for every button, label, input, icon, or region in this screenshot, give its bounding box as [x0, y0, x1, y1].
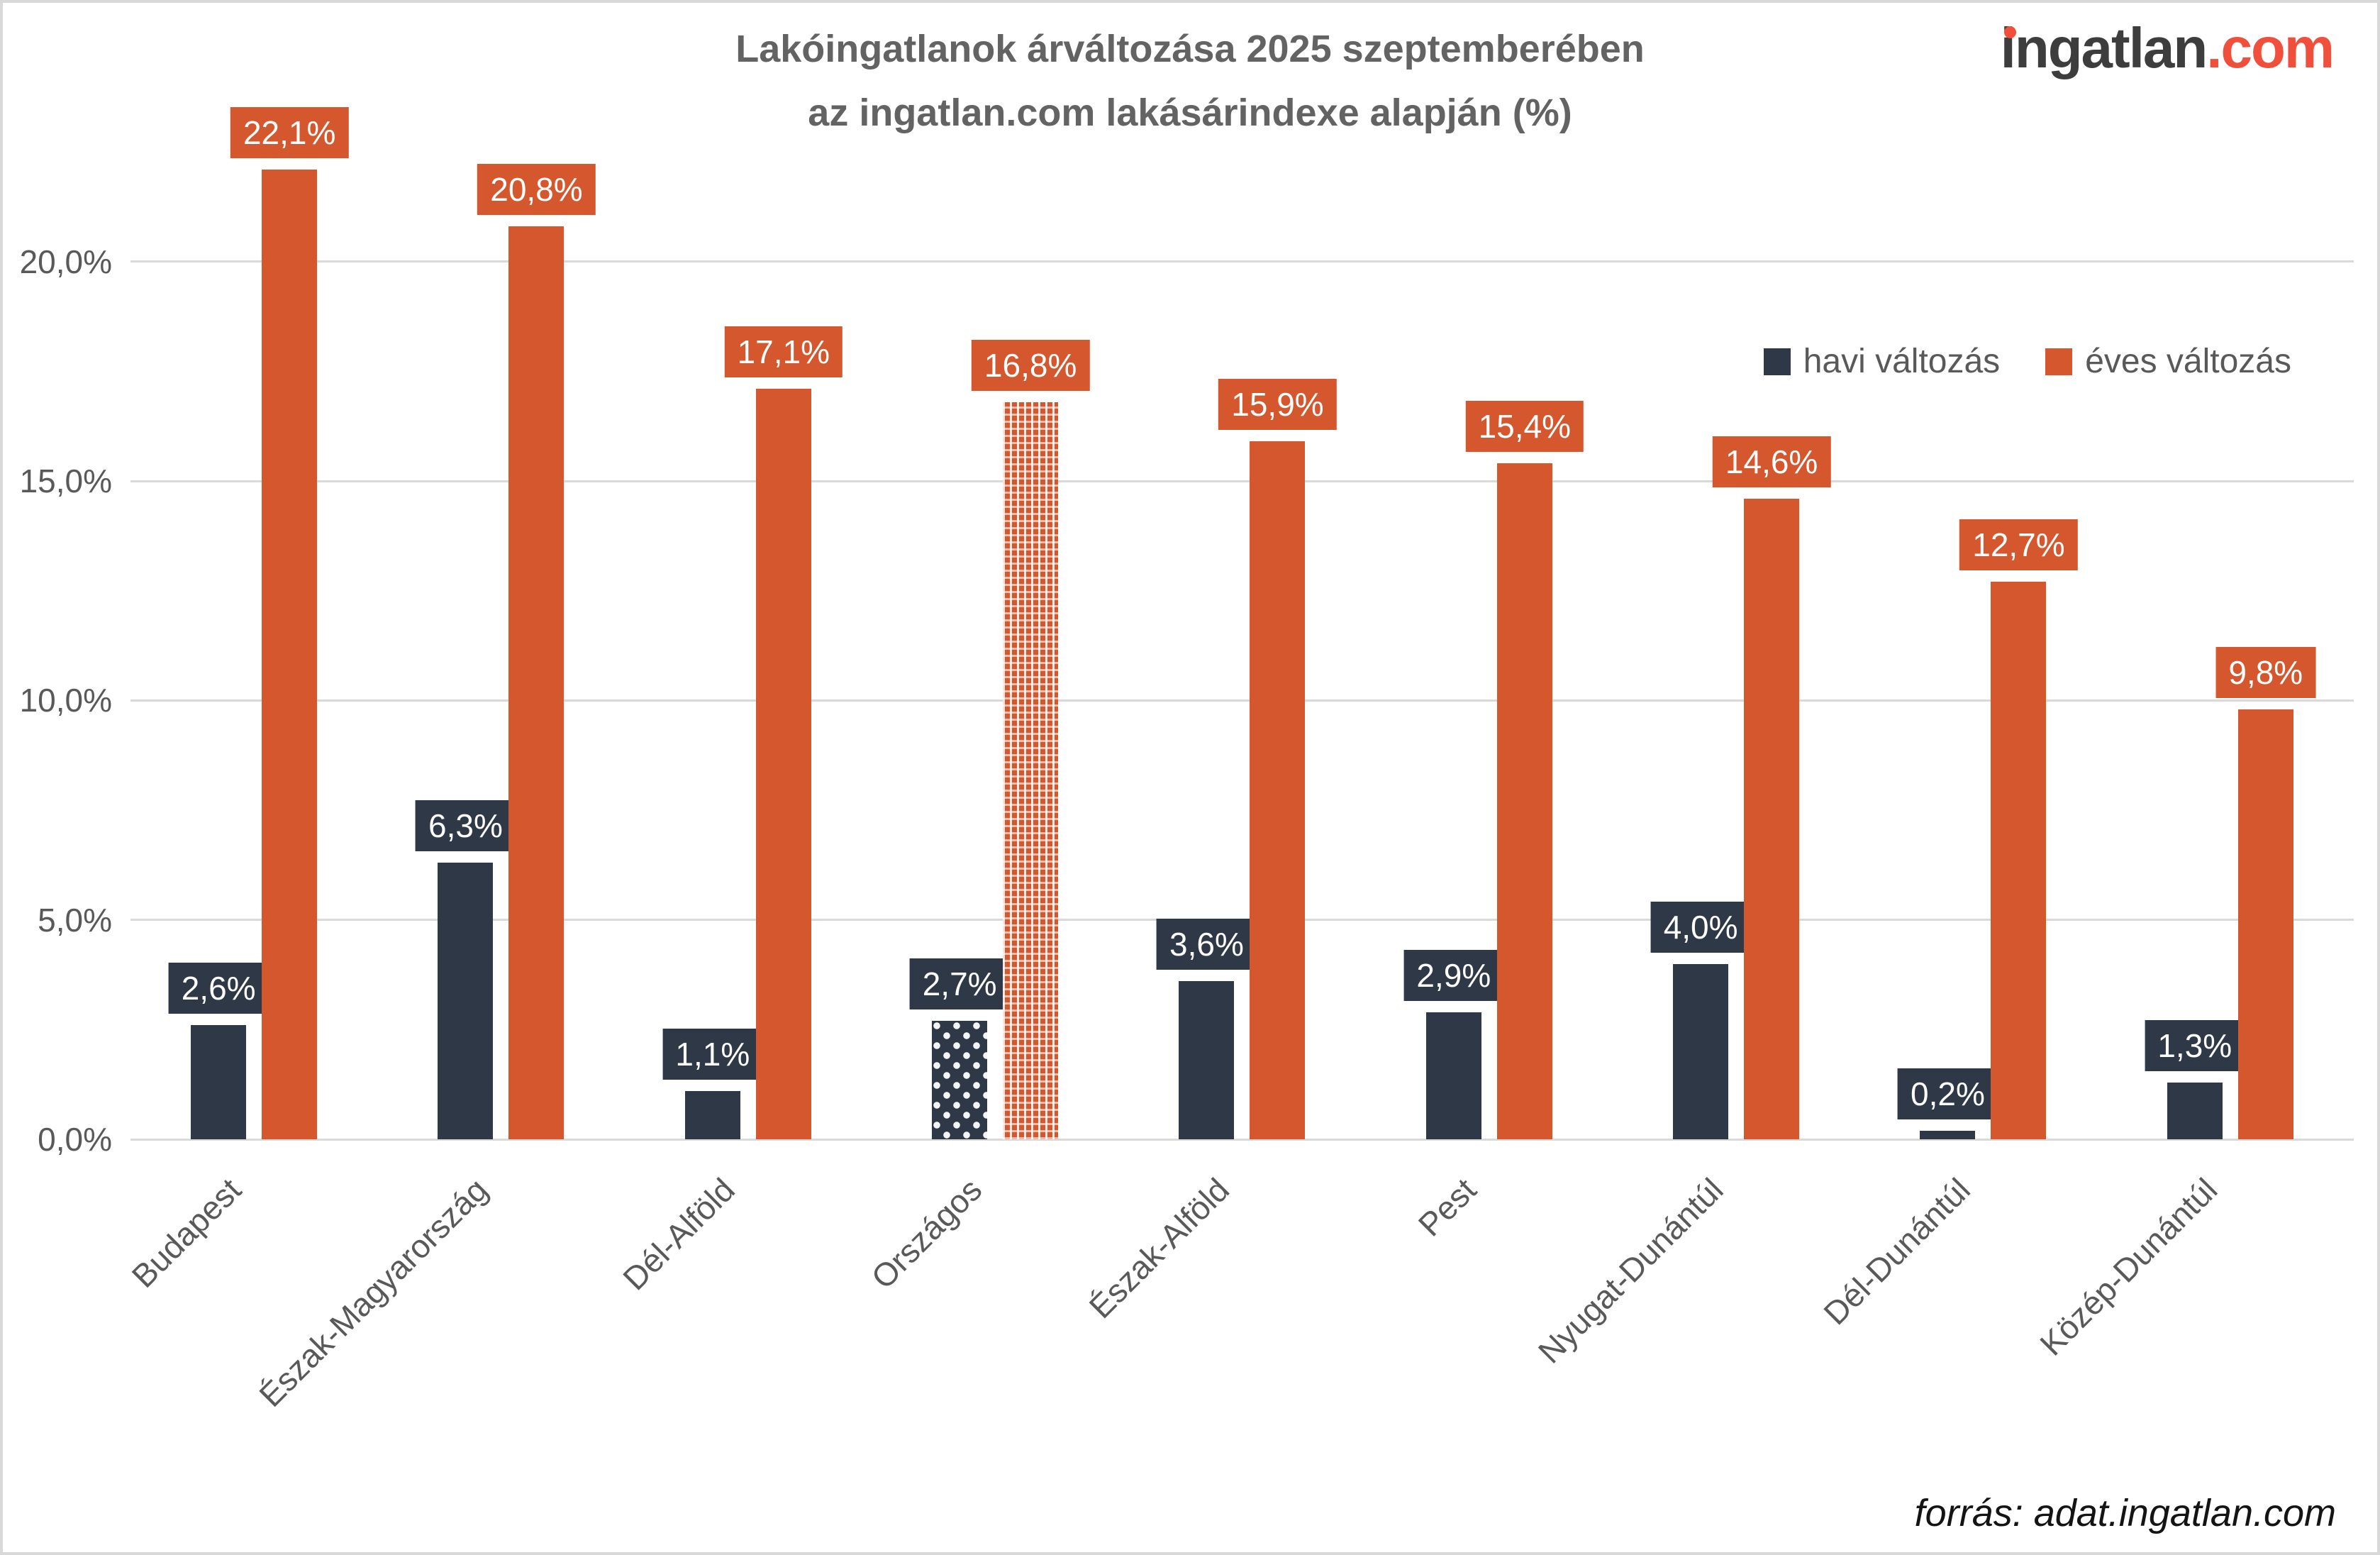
legend-item-yearly: éves változás — [2045, 342, 2291, 381]
value-label: 16,8% — [971, 339, 1090, 391]
x-axis-category-label: Országos — [864, 1171, 989, 1296]
chart-title: Lakóingatlanok árváltozása 2025 szeptemb… — [3, 17, 2377, 145]
value-label: 0,2% — [1898, 1068, 1998, 1119]
value-label: 6,3% — [416, 800, 516, 852]
x-axis-category-label: Észak-Magyarország — [252, 1171, 495, 1414]
logo-i-dot-icon — [2003, 26, 2016, 38]
monthly-bar-Észak-Alföld: 3,6% — [1157, 919, 1257, 1139]
gridline-0 — [130, 1138, 2354, 1141]
legend-label-yearly: éves változás — [2085, 343, 2291, 380]
value-label: 14,6% — [1712, 436, 1831, 487]
yearly-swatch-icon — [2045, 348, 2073, 375]
yearly-bar-Dél-Dunántúl: 12,7% — [1959, 519, 2078, 1139]
ingatlan-com-logo: ingatlan .com — [2000, 16, 2335, 79]
legend: havi változás éves változás — [1763, 342, 2291, 381]
bar-group-Észak-Alföld: 3,6% 15,9% — [1118, 152, 1365, 1139]
yearly-bar-Pest: 15,4% — [1465, 401, 1584, 1139]
yearly-bar-Közép-Dunántúl: 9,8% — [2215, 646, 2316, 1139]
x-axis-category-label: Nyugat-Dunántúl — [1530, 1171, 1730, 1371]
logo-text-orange: .com — [2206, 16, 2335, 79]
bar-group-Dél-Dunántúl: 0,2% 12,7% — [1859, 152, 2106, 1139]
legend-item-monthly: havi változás — [1763, 342, 2001, 381]
value-label: 2,7% — [909, 958, 1010, 1009]
monthly-bar-Budapest: 2,6% — [168, 963, 269, 1139]
yearly-bar-Nyugat-Dunántúl: 14,6% — [1712, 436, 1831, 1139]
value-label: 15,9% — [1218, 379, 1337, 431]
bar-groups: 2,6% 22,1% 6,3% 20,8% 1,1% 17,1% 2,7% 16,8% 3,6%… — [130, 106, 2354, 1139]
yearly-bar-Dél-Alföld: 17,1% — [724, 326, 843, 1139]
monthly-bar-Észak-Magyarország: 6,3% — [416, 800, 516, 1139]
yearly-bar-Országos: 16,8% — [971, 339, 1090, 1139]
gridline-20 — [130, 260, 2354, 263]
value-label: 15,4% — [1465, 401, 1584, 453]
yearly-bar-Észak-Magyarország: 20,8% — [477, 164, 596, 1139]
logo-text-dark: ingatlan — [2000, 16, 2208, 79]
legend-label-monthly: havi változás — [1803, 343, 2001, 380]
value-label: 1,3% — [2145, 1019, 2245, 1071]
y-axis-tick-label: 10,0% — [19, 682, 112, 719]
y-axis-tick-label: 0,0% — [38, 1121, 112, 1158]
x-axis-category-label: Közép-Dunántúl — [2033, 1171, 2225, 1363]
value-label: 3,6% — [1157, 919, 1257, 970]
value-label: 20,8% — [477, 164, 596, 216]
source-note: forrás: adat.ingatlan.com — [1914, 1492, 2336, 1534]
gridline-10 — [130, 699, 2354, 702]
bar-group-Dél-Alföld: 1,1% 17,1% — [625, 152, 872, 1139]
yearly-bar-Budapest: 22,1% — [230, 106, 349, 1139]
bar-group-Országos: 2,7% 16,8% — [872, 152, 1118, 1139]
monthly-bar-Pest: 2,9% — [1403, 949, 1504, 1139]
bar-group-Közép-Dunántúl: 1,3% 9,8% — [2107, 152, 2354, 1139]
x-axis-category-label: Pest — [1411, 1171, 1484, 1244]
yearly-bar-Észak-Alföld: 15,9% — [1218, 379, 1337, 1139]
bar-group-Budapest: 2,6% 22,1% — [130, 106, 377, 1139]
monthly-bar-Közép-Dunántúl: 1,3% — [2145, 1019, 2245, 1139]
chart-title-line-1: Lakóingatlanok árváltozása 2025 szeptemb… — [735, 28, 1645, 70]
monthly-swatch-icon — [1763, 348, 1791, 375]
value-label: 9,8% — [2215, 646, 2316, 698]
chart-title-line-2: az ingatlan.com lakásárindexe alapján (%… — [808, 92, 1572, 134]
monthly-bar-Dél-Alföld: 1,1% — [662, 1028, 763, 1139]
gridline-15 — [130, 480, 2354, 482]
bar-group-Pest: 2,9% 15,4% — [1366, 152, 1613, 1139]
y-axis-tick-label: 5,0% — [38, 901, 112, 939]
x-axis-category-label: Dél-Alföld — [616, 1171, 743, 1297]
bar-group-Nyugat-Dunántúl: 4,0% 14,6% — [1613, 152, 1859, 1139]
monthly-bar-Dél-Dunántúl: 0,2% — [1898, 1068, 1998, 1139]
value-label: 2,9% — [1403, 949, 1504, 1001]
y-axis-tick-label: 15,0% — [19, 463, 112, 499]
value-label: 12,7% — [1959, 519, 2078, 571]
value-label: 1,1% — [662, 1028, 763, 1080]
value-label: 2,6% — [168, 963, 269, 1014]
plot-area: 2,6% 22,1% 6,3% 20,8% 1,1% 17,1% 2,7% 16,8% 3,6%… — [20, 106, 2354, 1414]
value-label: 17,1% — [724, 326, 843, 378]
x-axis-category-label: Dél-Dunántúl — [1816, 1171, 1977, 1332]
monthly-bar-Országos: 2,7% — [909, 958, 1010, 1139]
bar-group-Észak-Magyarország: 6,3% 20,8% — [377, 152, 624, 1139]
x-axis: Budapest Észak-Magyarország Dél-Alföld Orsz… — [124, 1139, 2354, 1522]
monthly-bar-Nyugat-Dunántúl: 4,0% — [1650, 901, 1751, 1139]
x-axis-category-label: Észak-Alföld — [1081, 1171, 1236, 1326]
value-label: 22,1% — [230, 106, 349, 158]
x-axis-category-label: Budapest — [124, 1171, 248, 1295]
y-axis-tick-label: 20,0% — [19, 243, 112, 280]
value-label: 4,0% — [1650, 901, 1751, 953]
